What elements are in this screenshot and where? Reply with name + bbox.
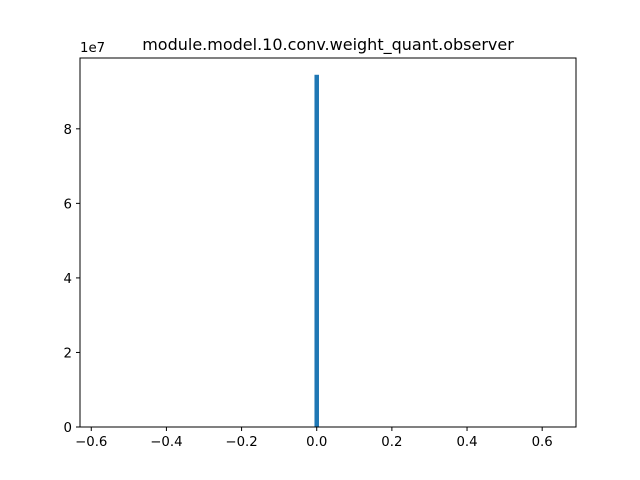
x-tick-label: −0.4 (150, 435, 182, 450)
histogram-bar (314, 74, 319, 427)
plot-frame (79, 57, 577, 428)
y-tick-label: 6 (64, 197, 72, 212)
y-tick-label: 8 (64, 123, 72, 138)
y-axis-ticks: 0 2 4 6 8 (64, 123, 80, 436)
bars-layer (314, 74, 319, 427)
x-tick-label: 0.2 (381, 435, 402, 450)
x-tick-label: −0.2 (225, 435, 257, 450)
x-tick-label: 0.6 (532, 435, 553, 450)
x-tick-label: −0.6 (75, 435, 107, 450)
x-tick-label: 0.0 (306, 435, 327, 450)
x-axis-ticks: −0.6 −0.4 −0.2 0.0 0.2 0.4 0.6 (75, 427, 553, 450)
y-tick-label: 2 (64, 346, 72, 361)
y-tick-label: 4 (64, 272, 72, 287)
y-tick-label: 0 (64, 421, 72, 436)
x-tick-label: 0.4 (456, 435, 477, 450)
y-axis-offset-label: 1e7 (80, 41, 105, 56)
chart-title: module.model.10.conv.weight_quant.observ… (142, 35, 514, 55)
